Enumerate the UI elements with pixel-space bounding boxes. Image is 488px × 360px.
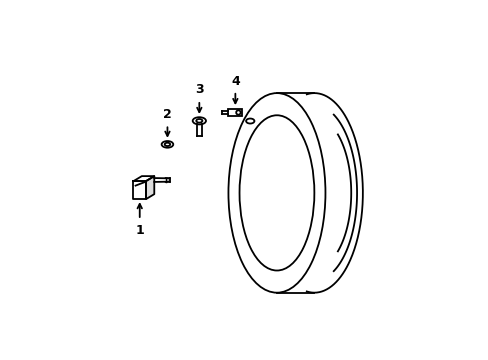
Text: 3: 3 [195, 84, 203, 96]
Ellipse shape [228, 93, 325, 293]
Ellipse shape [245, 118, 254, 123]
Ellipse shape [239, 115, 314, 270]
Ellipse shape [192, 117, 205, 125]
Text: 2: 2 [163, 108, 171, 121]
Bar [228, 109, 242, 116]
Text: 4: 4 [230, 75, 239, 87]
Ellipse shape [196, 119, 202, 123]
Polygon shape [133, 176, 154, 181]
Text: 1: 1 [135, 224, 144, 237]
Ellipse shape [236, 110, 240, 115]
Polygon shape [133, 181, 146, 199]
Ellipse shape [162, 141, 173, 148]
Polygon shape [146, 176, 154, 199]
Ellipse shape [164, 143, 170, 146]
